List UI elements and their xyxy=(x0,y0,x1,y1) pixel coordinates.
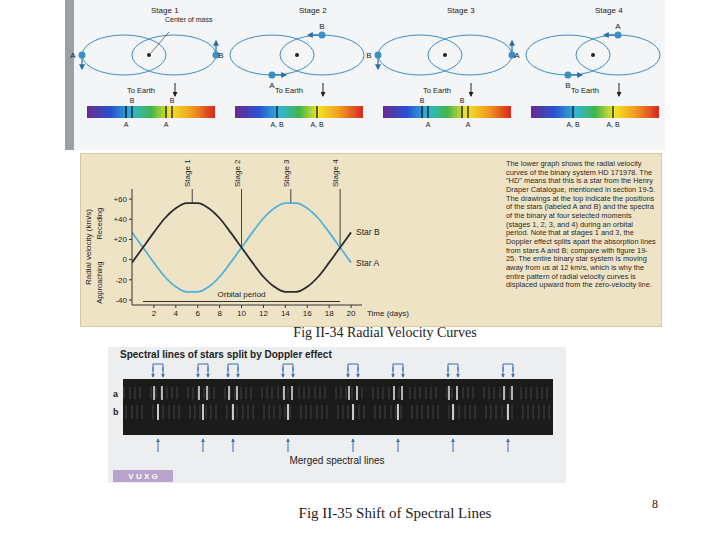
svg-text:Star A: Star A xyxy=(356,258,379,268)
svg-text:16: 16 xyxy=(303,309,312,318)
svg-text:8: 8 xyxy=(217,309,222,318)
svg-text:+60: +60 xyxy=(113,195,127,204)
html-text:Approaching: Approaching xyxy=(95,261,105,305)
svg-text:Time (days): Time (days) xyxy=(367,309,409,318)
svg-text:0: 0 xyxy=(123,255,128,264)
svg-text:6: 6 xyxy=(195,309,200,318)
html-text:Receding: Receding xyxy=(95,208,105,240)
svg-text:A: A xyxy=(514,51,520,60)
svg-text:Stage 3: Stage 3 xyxy=(447,6,475,15)
svg-text:Stage 4: Stage 4 xyxy=(595,6,623,15)
svg-text:14: 14 xyxy=(281,309,290,318)
svg-text:B: B xyxy=(420,97,425,104)
svg-text:V U X G: V U X G xyxy=(128,472,157,481)
svg-text:b: b xyxy=(113,407,119,417)
svg-text:A: A xyxy=(269,81,275,90)
svg-text:To Earth: To Earth xyxy=(571,86,599,95)
svg-text:A, B: A, B xyxy=(566,121,580,128)
svg-text:-40: -40 xyxy=(115,296,127,305)
svg-text:A: A xyxy=(426,121,431,128)
svg-text:2: 2 xyxy=(152,309,157,318)
svg-text:4: 4 xyxy=(174,309,179,318)
svg-text:Stage 1: Stage 1 xyxy=(151,6,179,15)
svg-text:To Earth: To Earth xyxy=(275,86,303,95)
svg-text:Stage 2: Stage 2 xyxy=(299,6,327,15)
svg-text:12: 12 xyxy=(259,309,268,318)
html-text:Fig II-35 Shift of Spectral Li: Fig II-35 Shift of Spectral Lines xyxy=(298,505,492,521)
svg-text:A, B: A, B xyxy=(310,121,324,128)
html-text:Radial velocity (km/s): Radial velocity (km/s) xyxy=(84,209,93,285)
svg-text:B: B xyxy=(460,97,465,104)
svg-text:A: A xyxy=(124,121,129,128)
svg-text:A: A xyxy=(164,121,169,128)
svg-text:To Earth: To Earth xyxy=(423,86,451,95)
svg-text:To Earth: To Earth xyxy=(127,86,155,95)
svg-text:a: a xyxy=(113,389,119,399)
html-text:Fig II-34 Radial Velocity Curv: Fig II-34 Radial Velocity Curves xyxy=(293,325,477,340)
svg-text:Stage 2: Stage 2 xyxy=(233,159,242,187)
svg-text:Star B: Star B xyxy=(356,227,380,237)
svg-text:B: B xyxy=(319,22,324,31)
svg-text:Merged spectral lines: Merged spectral lines xyxy=(289,455,384,466)
svg-text:A: A xyxy=(615,22,621,31)
svg-text:B: B xyxy=(130,97,135,104)
svg-text:Stage 3: Stage 3 xyxy=(282,159,291,187)
svg-text:Center of mass: Center of mass xyxy=(165,16,213,23)
svg-text:A: A xyxy=(70,51,76,60)
html-text:The lower graph shows the radi: The lower graph shows the radial velocit… xyxy=(506,159,656,290)
svg-text:+20: +20 xyxy=(113,235,127,244)
svg-text:A, B: A, B xyxy=(270,121,284,128)
svg-text:10: 10 xyxy=(237,309,246,318)
svg-text:18: 18 xyxy=(325,309,334,318)
svg-text:Stage 1: Stage 1 xyxy=(183,159,192,187)
svg-text:Spectral lines of stars split: Spectral lines of stars split by Doppler… xyxy=(120,349,332,360)
svg-text:-20: -20 xyxy=(115,276,127,285)
html-text:8: 8 xyxy=(652,497,658,511)
svg-text:A: A xyxy=(466,121,471,128)
svg-text:Orbital period: Orbital period xyxy=(218,290,266,299)
svg-text:Stage 4: Stage 4 xyxy=(331,159,340,187)
svg-text:B: B xyxy=(218,51,223,60)
svg-text:B: B xyxy=(366,51,371,60)
svg-text:B: B xyxy=(170,97,175,104)
svg-text:A, B: A, B xyxy=(606,121,620,128)
svg-text:+40: +40 xyxy=(113,215,127,224)
svg-text:20: 20 xyxy=(347,309,356,318)
svg-text:B: B xyxy=(565,81,570,90)
